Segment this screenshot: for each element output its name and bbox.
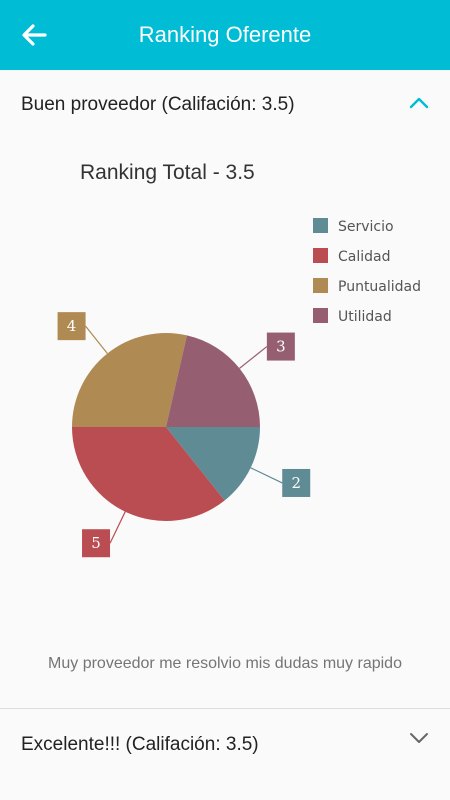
legend-swatch: [313, 278, 328, 293]
data-label: 3: [276, 338, 286, 356]
label-leader-line: [85, 325, 108, 354]
legend-label[interactable]: Utilidad: [338, 309, 392, 325]
pie-slice-servicio[interactable]: [166, 427, 260, 501]
chevron-down-icon[interactable]: [408, 727, 430, 749]
divider: [0, 708, 450, 709]
page-title: Ranking Oferente: [138, 22, 312, 47]
legend-label[interactable]: Calidad: [338, 249, 391, 265]
legend-swatch: [313, 308, 328, 323]
legend-label[interactable]: Servicio: [338, 219, 394, 235]
legend-label[interactable]: Puntualidad: [338, 279, 421, 295]
label-leader-line: [250, 467, 283, 484]
arrow-left-icon: [22, 24, 47, 46]
back-button[interactable]: [14, 16, 54, 54]
label-leader-line: [239, 346, 268, 369]
data-label-box: [57, 312, 86, 341]
ranking-pie-chart: 2 5 4 3 Servicio Calidad Puntualidad Utilidad: [57, 218, 421, 558]
legend-swatch: [313, 248, 328, 263]
data-label: 5: [91, 534, 101, 552]
review-comment: Muy proveedor me resolvio mis dudas muy …: [48, 655, 402, 672]
data-label-box: [266, 332, 295, 361]
panel-title: Buen proveedor (Califación: 3.5): [21, 94, 295, 115]
chevron-up-icon[interactable]: [408, 92, 430, 114]
panel-header-excelente[interactable]: Excelente!!! (Califación: 3.5): [0, 710, 450, 780]
pie-slice-puntualidad[interactable]: [72, 333, 187, 427]
data-label-box: [282, 468, 311, 497]
data-label: 2: [291, 474, 301, 492]
panel-title: Excelente!!! (Califación: 3.5): [21, 734, 259, 755]
app-header: Ranking Oferente: [0, 0, 450, 70]
label-leader-line: [109, 511, 126, 544]
data-label: 4: [67, 317, 77, 335]
data-label-box: [82, 529, 111, 558]
chart-title: Ranking Total - 3.5: [80, 161, 255, 184]
panel-header-buen-proveedor[interactable]: Buen proveedor (Califación: 3.5): [0, 70, 450, 140]
legend-swatch: [313, 218, 328, 233]
pie-slice-calidad[interactable]: [72, 427, 225, 521]
pie-slice-utilidad[interactable]: [166, 335, 260, 427]
